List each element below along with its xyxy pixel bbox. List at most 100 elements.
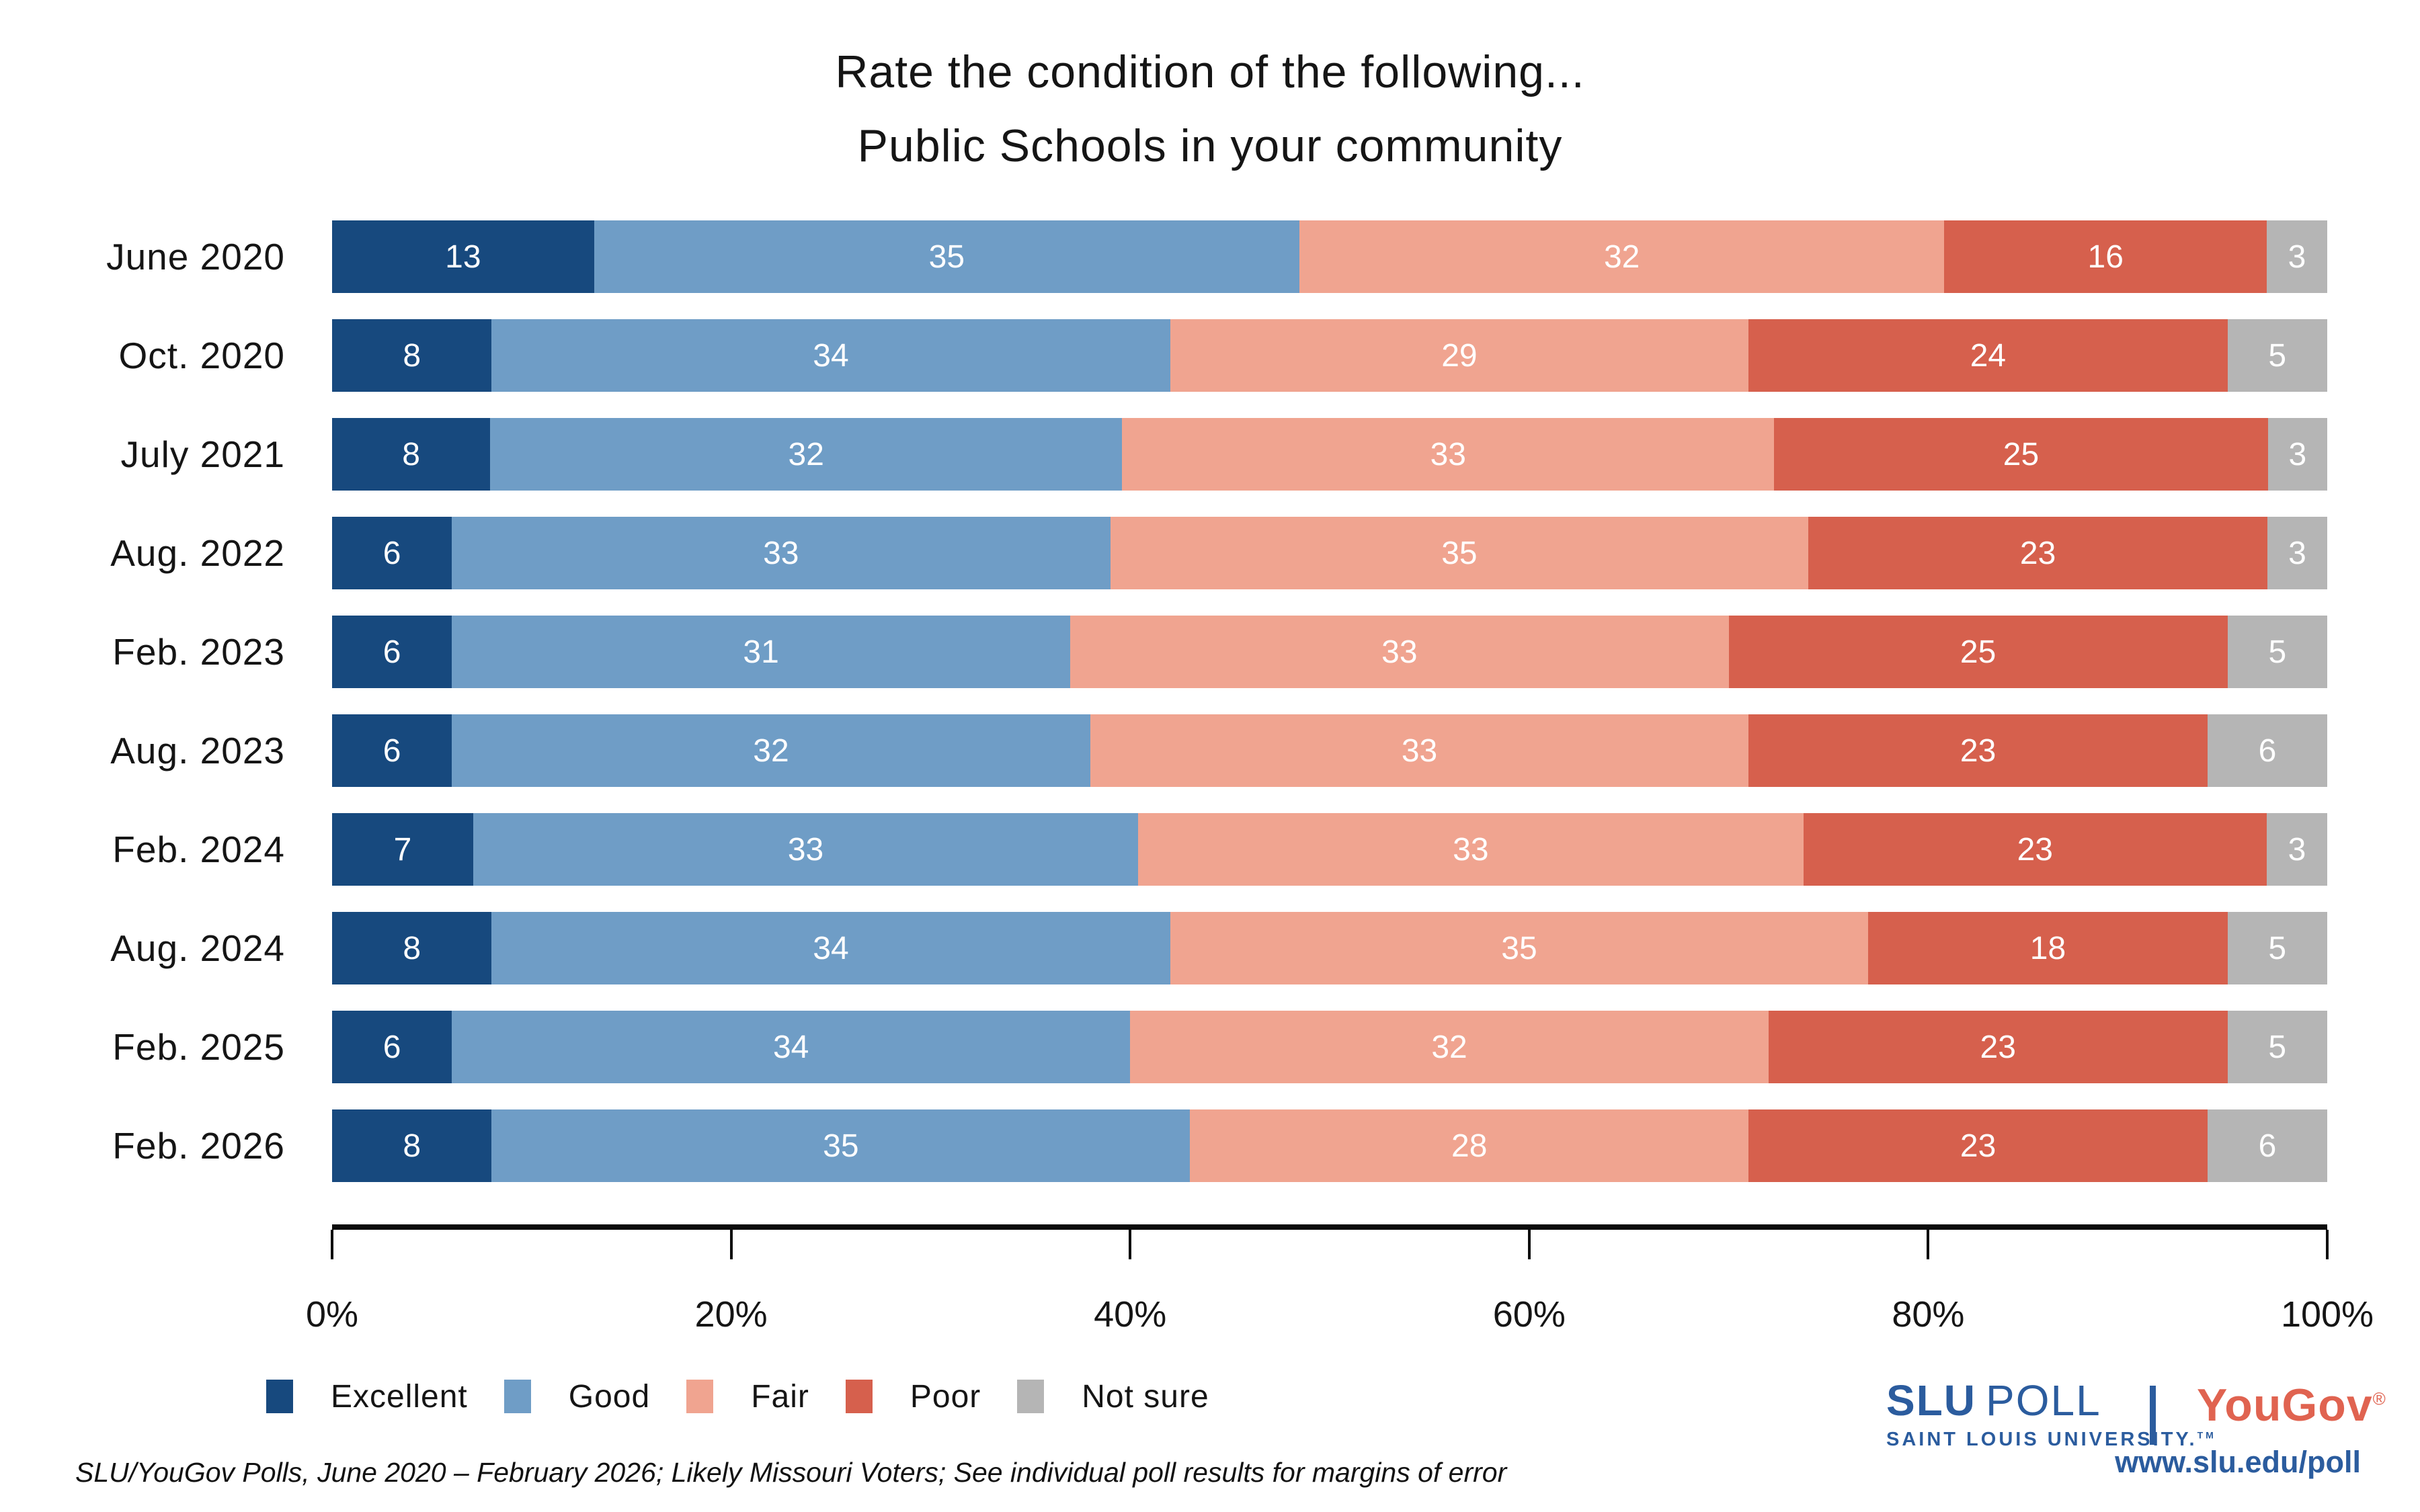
segment-good: 34 xyxy=(491,912,1170,984)
category-label: Feb. 2026 xyxy=(112,1125,285,1167)
segment-poor: 23 xyxy=(1748,1109,2208,1182)
segment-fair: 29 xyxy=(1170,319,1749,392)
segment-fair: 33 xyxy=(1138,813,1804,886)
segment-fair: 33 xyxy=(1090,714,1749,787)
category-label: June 2020 xyxy=(106,236,285,278)
stacked-bar: 6 33 35 23 3 xyxy=(332,517,2327,589)
segment-good: 33 xyxy=(452,517,1111,589)
segment-not-sure: 5 xyxy=(2227,616,2327,688)
legend-item-poor: Poor xyxy=(845,1378,981,1415)
category-label: Feb. 2025 xyxy=(112,1026,285,1068)
legend-item-not-sure: Not sure xyxy=(1017,1378,1209,1415)
axis-tick xyxy=(729,1230,733,1259)
slu-poll-logo-poll: POLL xyxy=(1986,1376,2101,1425)
axis-tick-label: 40% xyxy=(1094,1294,1167,1335)
segment-good: 32 xyxy=(490,418,1123,491)
segment-poor: 23 xyxy=(1768,1011,2228,1083)
segment-fair: 32 xyxy=(1299,220,1945,293)
chart-row-oct.-2020: Oct. 2020 8 34 29 24 5 xyxy=(0,319,2420,392)
segment-not-sure: 6 xyxy=(2207,714,2327,787)
segment-excellent: 8 xyxy=(332,912,492,984)
segment-poor: 24 xyxy=(1748,319,2228,392)
segment-excellent: 8 xyxy=(332,319,492,392)
slu-poll-logo-slu: SLU xyxy=(1886,1376,1976,1425)
category-label: July 2021 xyxy=(120,433,285,475)
axis-tick xyxy=(331,1230,333,1259)
stacked-bar: 6 32 33 23 6 xyxy=(332,714,2327,787)
segment-excellent: 6 xyxy=(332,1011,452,1083)
legend-swatch-excellent xyxy=(266,1380,293,1413)
slu-poll-logo-name: SLU POLL xyxy=(1886,1379,2216,1422)
legend: Excellent Good Fair Poor Not sure xyxy=(266,1376,1209,1417)
legend-item-excellent: Excellent xyxy=(266,1378,468,1415)
trademark-symbol: TM xyxy=(2197,1429,2216,1441)
axis-tick xyxy=(1527,1230,1531,1259)
segment-fair: 32 xyxy=(1130,1011,1769,1083)
category-label: Feb. 2023 xyxy=(112,631,285,673)
yougov-logo: YouGov® xyxy=(2197,1379,2386,1431)
chart-row-aug.-2023: Aug. 2023 6 32 33 23 6 xyxy=(0,714,2420,787)
category-label: Aug. 2024 xyxy=(110,927,285,969)
axis-tick-label: 100% xyxy=(2280,1294,2374,1335)
segment-good: 34 xyxy=(491,319,1170,392)
slu-poll-logo: SLU POLL SAINT LOUIS UNIVERSITY.TM xyxy=(1886,1379,2216,1451)
chart-row-july-2021: July 2021 8 32 33 25 3 xyxy=(0,418,2420,491)
segment-excellent: 6 xyxy=(332,714,452,787)
legend-label: Excellent xyxy=(331,1378,468,1415)
axis-tick xyxy=(1927,1230,1930,1259)
axis-tick-label: 60% xyxy=(1492,1294,1566,1335)
stacked-bar: 13 35 32 16 3 xyxy=(332,220,2327,293)
segment-fair: 33 xyxy=(1070,616,1729,688)
source-footnote: SLU/YouGov Polls, June 2020 – February 2… xyxy=(75,1457,1507,1488)
legend-label: Fair xyxy=(751,1378,809,1415)
segment-excellent: 6 xyxy=(332,517,452,589)
category-label: Aug. 2023 xyxy=(110,730,285,771)
stacked-bar: 8 35 28 23 6 xyxy=(332,1109,2327,1182)
segment-poor: 25 xyxy=(1774,418,2268,491)
segment-fair: 33 xyxy=(1122,418,1775,491)
stacked-bar: 6 34 32 23 5 xyxy=(332,1011,2327,1083)
segment-good: 33 xyxy=(473,813,1139,886)
segment-not-sure: 3 xyxy=(2267,813,2327,886)
legend-item-good: Good xyxy=(503,1378,651,1415)
category-label: Feb. 2024 xyxy=(112,829,285,870)
stacked-bar: 6 31 33 25 5 xyxy=(332,616,2327,688)
legend-swatch-good xyxy=(503,1380,531,1413)
chart-title-line1: Rate the condition of the following... xyxy=(835,46,1585,97)
segment-not-sure: 6 xyxy=(2207,1109,2327,1182)
segment-excellent: 8 xyxy=(332,1109,492,1182)
stacked-bar: 8 34 29 24 5 xyxy=(332,319,2327,392)
legend-label: Not sure xyxy=(1082,1378,1209,1415)
legend-label: Good xyxy=(568,1378,651,1415)
axis-tick xyxy=(1129,1230,1132,1259)
chart-title-line2: Public Schools in your community xyxy=(857,120,1563,171)
chart-row-aug.-2024: Aug. 2024 8 34 35 18 5 xyxy=(0,912,2420,984)
stacked-bar: 8 32 33 25 3 xyxy=(332,418,2327,491)
legend-swatch-not-sure xyxy=(1017,1380,1045,1413)
segment-poor: 23 xyxy=(1748,714,2208,787)
segment-poor: 16 xyxy=(1944,220,2267,293)
axis-tick-label: 0% xyxy=(305,1294,359,1335)
slu-poll-logo-subtitle: SAINT LOUIS UNIVERSITY.TM xyxy=(1886,1429,2216,1451)
yougov-logo-text: YouGov xyxy=(2197,1380,2373,1431)
segment-good: 35 xyxy=(594,220,1300,293)
segment-not-sure: 3 xyxy=(2267,418,2327,491)
segment-good: 32 xyxy=(452,714,1090,787)
segment-poor: 23 xyxy=(1803,813,2267,886)
segment-poor: 18 xyxy=(1868,912,2228,984)
axis-tick xyxy=(2326,1230,2329,1259)
chart-row-june-2020: June 2020 13 35 32 16 3 xyxy=(0,220,2420,293)
legend-label: Poor xyxy=(910,1378,981,1415)
segment-good: 35 xyxy=(491,1109,1191,1182)
segment-excellent: 13 xyxy=(332,220,594,293)
chart-row-feb.-2024: Feb. 2024 7 33 33 23 3 xyxy=(0,813,2420,886)
segment-fair: 28 xyxy=(1190,1109,1749,1182)
category-label: Oct. 2020 xyxy=(118,335,285,376)
segment-excellent: 7 xyxy=(332,813,473,886)
segment-not-sure: 3 xyxy=(2267,517,2327,589)
chart-row-feb.-2026: Feb. 2026 8 35 28 23 6 xyxy=(0,1109,2420,1182)
x-axis-bracket xyxy=(331,1224,2329,1259)
legend-item-fair: Fair xyxy=(686,1378,809,1415)
axis-tick-label: 80% xyxy=(1892,1294,1965,1335)
